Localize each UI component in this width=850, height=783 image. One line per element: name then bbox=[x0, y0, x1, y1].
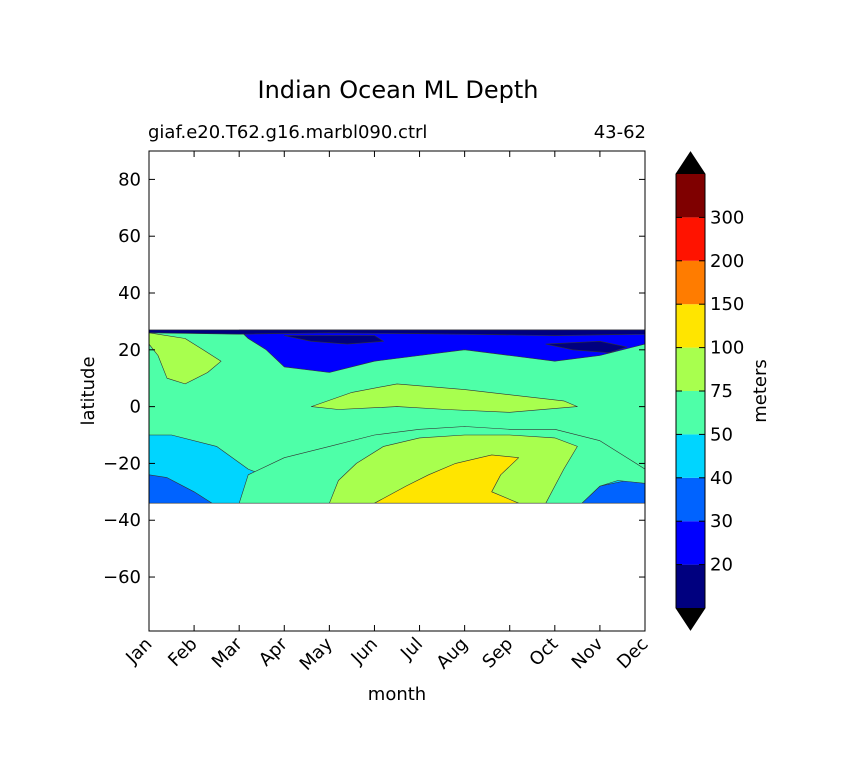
x-tick-label: Nov bbox=[568, 633, 608, 673]
contour-region-1 bbox=[149, 474, 213, 504]
colorbar-bin bbox=[676, 174, 705, 218]
y-axis: 80 60 40 20 0 −20 −40 −60 bbox=[103, 169, 645, 588]
colorbar-tick-label: 50 bbox=[710, 424, 733, 445]
x-tick-label: Apr bbox=[255, 633, 292, 670]
contour-layer bbox=[149, 329, 645, 504]
colorbar-bin bbox=[676, 217, 705, 261]
colorbar-tick-label: 30 bbox=[710, 511, 733, 532]
contour-region-11 bbox=[545, 340, 628, 354]
colorbar-bin bbox=[676, 391, 705, 435]
colorbar-tick-label: 40 bbox=[710, 468, 733, 489]
y-tick-label: 80 bbox=[118, 169, 141, 190]
colorbar-bin bbox=[676, 304, 705, 348]
plot-area bbox=[148, 150, 646, 632]
y-tick-label: 60 bbox=[118, 226, 141, 247]
y-tick-label: 40 bbox=[118, 283, 141, 304]
colorbar-bin bbox=[676, 564, 705, 608]
y-tick-label: 20 bbox=[118, 340, 141, 361]
colorbar-tick-label: 20 bbox=[710, 555, 733, 576]
colorbar-bin bbox=[676, 260, 705, 305]
colorbar-tick-label: 100 bbox=[710, 338, 744, 359]
colorbar-bin bbox=[676, 521, 705, 565]
colorbar-tick-label: 300 bbox=[710, 207, 744, 228]
y-tick-label: −60 bbox=[103, 567, 141, 588]
contour-region-5 bbox=[374, 454, 520, 504]
contour-region-10 bbox=[283, 335, 384, 345]
plot-frame bbox=[148, 150, 646, 632]
colorbar-bin bbox=[676, 477, 705, 522]
colorbar-extend-max bbox=[676, 152, 705, 174]
colorbar-tick-label: 150 bbox=[710, 294, 744, 315]
x-tick-label: Feb bbox=[164, 634, 201, 671]
chart-subtitle-right: 43-62 bbox=[594, 122, 646, 143]
chart-title: Indian Ocean ML Depth bbox=[258, 76, 539, 104]
contour-region-6 bbox=[310, 383, 578, 413]
colorbar-bin bbox=[676, 347, 705, 391]
contour-region-9 bbox=[149, 329, 645, 336]
chart-subtitle-left: giaf.e20.T62.g16.marbl090.ctrl bbox=[148, 122, 427, 143]
colorbar: 20 30 40 50 75 100 150 200 300 bbox=[675, 151, 744, 631]
y-axis-label: latitude bbox=[78, 356, 99, 425]
colorbar-outline bbox=[675, 151, 706, 631]
y-tick-label: −20 bbox=[103, 453, 141, 474]
colorbar-label: meters bbox=[750, 359, 771, 423]
x-tick-label: May bbox=[296, 633, 337, 674]
x-axis-label: month bbox=[368, 684, 426, 705]
x-tick-label: Jul bbox=[396, 634, 427, 665]
colorbar-tick-label: 200 bbox=[710, 251, 744, 272]
x-tick-label: Aug bbox=[432, 634, 472, 674]
colorbar-bin bbox=[676, 434, 705, 478]
y-tick-label: −40 bbox=[103, 510, 141, 531]
x-tick-label: Jan bbox=[121, 634, 156, 669]
colorbar-tick-label: 75 bbox=[710, 381, 733, 402]
x-tick-label: Sep bbox=[478, 634, 517, 673]
x-tick-label: Jun bbox=[347, 634, 382, 669]
x-tick-label: Dec bbox=[613, 634, 652, 673]
y-tick-label: 0 bbox=[130, 397, 141, 418]
x-tick-label: Mar bbox=[208, 633, 247, 672]
colorbar-extend-min bbox=[676, 608, 705, 630]
x-tick-label: Oct bbox=[525, 634, 562, 671]
